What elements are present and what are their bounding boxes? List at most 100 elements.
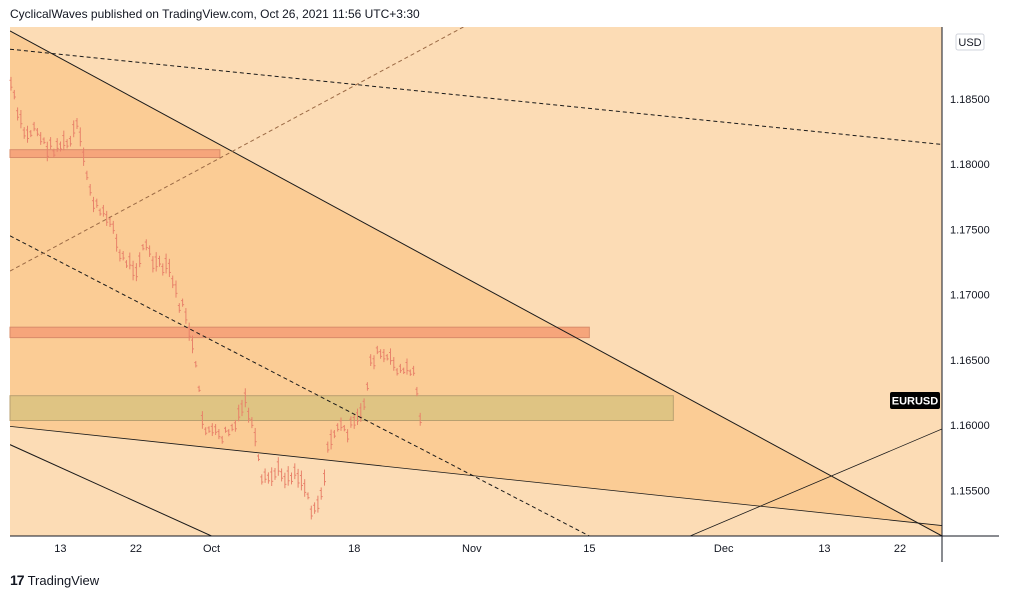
price-bar: [415, 386, 419, 397]
price-axis-labels: 1.18500 1.18000 1.17500 1.17000 1.16500 1.160…: [950, 94, 990, 498]
price-bar: [270, 467, 274, 486]
time-tick-label: 15: [583, 543, 595, 555]
price-bar: [356, 408, 359, 425]
price-bar: [101, 204, 105, 217]
price-bar: [224, 426, 227, 433]
price-bar: [187, 322, 191, 341]
publish-caption: CyclicalWaves published on TradingView.c…: [10, 7, 420, 21]
price-bar: [200, 411, 204, 429]
symbol-badge[interactable]: EURUSD: [890, 392, 940, 409]
price-bar: [365, 382, 369, 391]
price-bar: [253, 427, 257, 447]
price-bar: [290, 472, 293, 485]
price-bar: [418, 412, 422, 426]
zones-layer: [9, 149, 674, 421]
price-bar: [210, 423, 214, 436]
price-bars: [9, 76, 422, 520]
price-bar: [286, 466, 290, 486]
price-bar: [12, 89, 16, 100]
price-bar: [283, 472, 287, 489]
price-bar: [243, 388, 247, 408]
price-bar: [125, 260, 128, 268]
price-bar: [319, 487, 323, 500]
price-bar: [95, 198, 99, 208]
price-tick-label: 1.18500: [950, 94, 990, 106]
price-axis[interactable]: [942, 27, 999, 562]
dashed-descending-lower: [10, 235, 590, 536]
wedge-upper-line: [10, 30, 942, 536]
price-bar: [250, 417, 254, 429]
dashed-rising: [10, 27, 464, 272]
price-bar: [19, 109, 23, 129]
price-bar: [240, 399, 244, 417]
price-bar: [233, 419, 237, 432]
time-axis[interactable]: [10, 536, 942, 562]
price-bar: [309, 505, 313, 520]
price-bar: [85, 170, 89, 181]
price-bar: [293, 463, 297, 480]
price-bar: [52, 148, 56, 158]
price-bar: [375, 345, 379, 355]
price-bar: [389, 348, 392, 365]
price-bar: [194, 360, 198, 368]
price-bar: [369, 354, 373, 367]
price-bar: [32, 121, 36, 132]
price-bar: [75, 118, 79, 129]
price-bar: [362, 398, 366, 410]
tradingview-footer[interactable]: 17 TradingView: [10, 572, 99, 588]
price-bar: [118, 249, 122, 262]
price-bar: [214, 424, 218, 436]
time-axis-labels: 13 22 Oct 18 Nov 15 Dec 13 22: [54, 543, 906, 555]
price-bar: [392, 357, 396, 371]
price-bar: [111, 220, 115, 234]
price-bar: [181, 298, 185, 307]
price-bar: [177, 303, 181, 313]
price-bar: [257, 454, 260, 462]
price-bar: [405, 358, 409, 375]
price-bar: [98, 208, 102, 216]
price-bar: [220, 435, 224, 444]
price-bar: [42, 137, 46, 145]
wedge-lower-line: [10, 425, 942, 526]
price-bar: [26, 125, 29, 143]
dashed-descending-upper: [10, 48, 942, 145]
price-bar: [171, 275, 175, 289]
price-tick-label: 1.16500: [950, 355, 990, 367]
price-bar: [65, 139, 69, 149]
time-tick-label: Dec: [714, 543, 734, 555]
price-bar: [55, 138, 59, 152]
price-tick-label: 1.17000: [950, 290, 990, 302]
price-bar: [197, 385, 201, 392]
price-tick-label: 1.18000: [950, 159, 990, 171]
rising-line: [689, 428, 942, 536]
price-bar: [280, 468, 284, 482]
price-bar: [313, 502, 317, 514]
price-bar: [385, 354, 389, 361]
price-bar: [329, 429, 333, 450]
price-bar: [131, 260, 135, 281]
price-bar: [296, 468, 300, 488]
price-bar: [128, 252, 132, 270]
currency-label: USD: [958, 37, 981, 49]
price-tick-label: 1.17500: [950, 224, 990, 236]
price-bar: [306, 492, 310, 500]
price-bar: [134, 263, 138, 282]
price-bar: [408, 369, 412, 376]
time-tick-label: 22: [130, 543, 142, 555]
price-bar: [326, 441, 330, 453]
price-bar: [336, 423, 340, 432]
price-bar: [346, 429, 350, 443]
price-bar: [207, 426, 211, 433]
price-bar: [92, 196, 95, 213]
tradingview-logo-icon: 17: [10, 572, 25, 588]
time-tick-label: 18: [348, 543, 360, 555]
currency-badge[interactable]: USD: [955, 33, 985, 51]
price-bar: [349, 416, 353, 428]
price-bar: [273, 467, 277, 480]
price-bar: [141, 244, 145, 251]
price-bar: [161, 263, 165, 276]
price-bar: [398, 363, 402, 373]
price-bar: [266, 472, 270, 484]
price-bar: [72, 120, 76, 138]
